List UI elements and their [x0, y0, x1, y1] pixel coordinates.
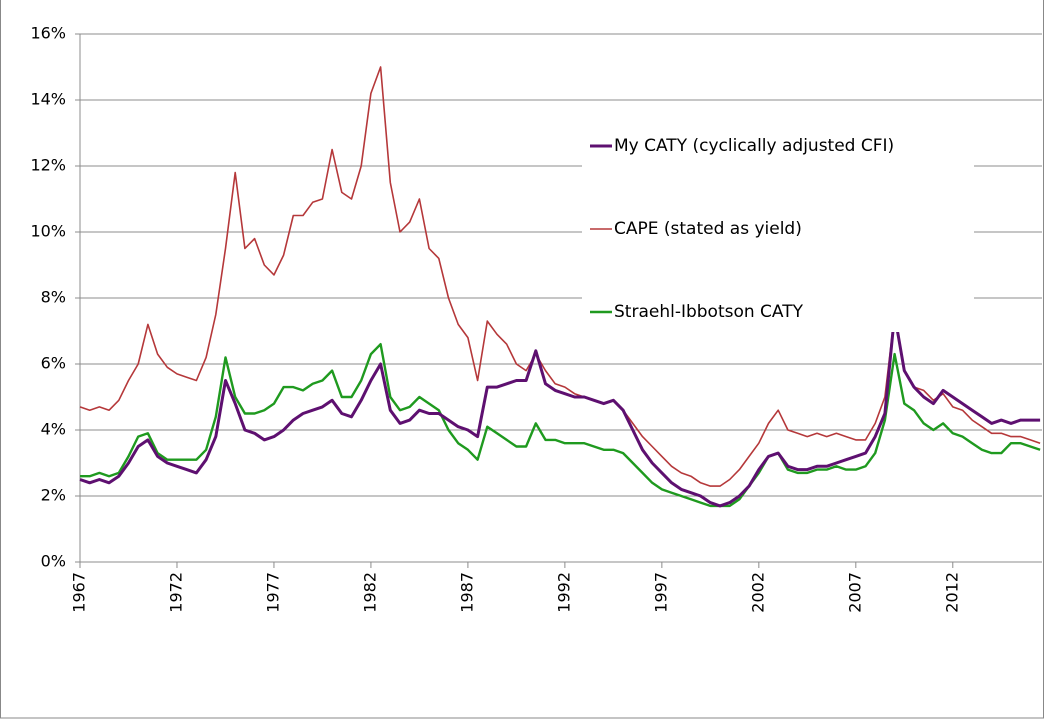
x-tick-label: 1992: [554, 572, 573, 613]
y-tick-label: 12%: [30, 156, 66, 175]
x-tick-label: 2012: [942, 572, 961, 613]
legend-label: My CATY (cyclically adjusted CFI): [614, 136, 894, 156]
y-tick-label: 8%: [41, 288, 66, 307]
legend-label: CAPE (stated as yield): [614, 219, 802, 239]
x-tick-label: 2007: [845, 572, 864, 613]
x-tick-label: 1987: [457, 572, 476, 613]
y-tick-label: 4%: [41, 420, 66, 439]
y-tick-label: 10%: [30, 222, 66, 241]
legend-box: [582, 118, 974, 332]
y-tick-label: 2%: [41, 486, 66, 505]
y-tick-label: 14%: [30, 90, 66, 109]
series-line: [80, 343, 1041, 508]
x-tick-label: 2002: [748, 572, 767, 613]
legend-label: Straehl-Ibbotson CATY: [614, 302, 804, 322]
series-line: [79, 66, 1041, 487]
x-tick-label: 1967: [70, 572, 89, 613]
x-tick-label: 1982: [360, 572, 379, 613]
x-tick-label: 1997: [651, 572, 670, 613]
y-tick-label: 16%: [30, 24, 66, 43]
y-tick-label: 0%: [41, 552, 66, 571]
y-tick-label: 6%: [41, 354, 66, 373]
series-line: [79, 313, 1041, 508]
x-tick-label: 1977: [263, 572, 282, 613]
x-tick-label: 1972: [166, 572, 185, 613]
